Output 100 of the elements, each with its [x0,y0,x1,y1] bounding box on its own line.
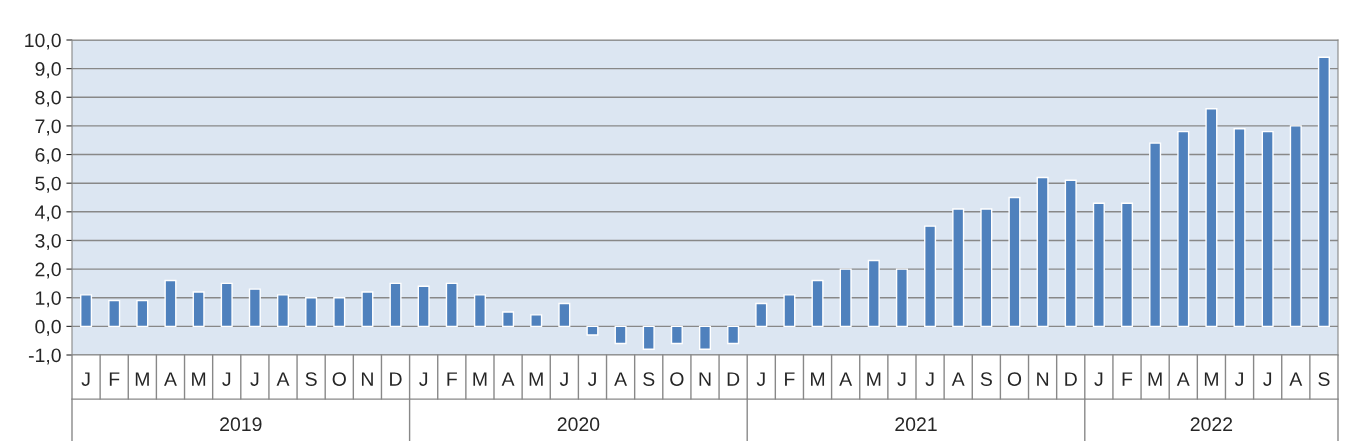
bar [867,259,880,328]
y-tick-label: 4,0 [35,205,61,222]
y-tick-label: 5,0 [35,176,61,193]
y-tick-label: 9,0 [35,62,61,79]
x-tick-label: O [1007,372,1022,386]
x-tick-label: M [192,372,206,386]
x-tick-label: F [109,372,120,386]
x-tick-label: M [1148,372,1162,386]
bar [80,294,93,328]
bar [445,282,458,328]
x-tick-label: A [276,372,290,386]
bar [305,297,318,328]
x-tick-label: M [529,372,543,386]
bar [1149,142,1162,328]
bar [1233,128,1246,328]
y-tick-label: 10,0 [25,33,61,50]
x-tick-label: A [501,372,515,386]
bar [586,325,599,336]
y-tick-label: 2,0 [35,262,61,279]
x-tick-label: S [1318,372,1330,386]
bar [530,314,543,328]
text: 2021 [895,417,937,432]
bar [1064,179,1077,328]
x-tick-label: J [559,372,568,386]
x-tick-label: J [1263,372,1272,386]
y-tick-label: 6,0 [35,148,61,165]
bar [1008,196,1021,328]
x-tick-label: A [614,372,628,386]
x-tick-label: O [332,372,346,386]
text: 2022 [1190,417,1233,432]
x-tick-label: J [897,372,906,386]
x-tick-label: N [699,372,711,386]
x-tick-label: J [419,372,428,386]
bar [417,285,430,328]
x-tick-label: S [643,372,655,386]
x-tick-label: N [361,372,373,386]
x-tick-label: A [1176,372,1190,386]
x-tick-label: M [1204,372,1218,386]
bar [670,325,683,345]
bar [839,268,852,328]
bar [108,299,121,328]
bar [1317,56,1330,328]
x-tick-label: J [756,372,765,386]
x-tick-label: O [670,372,684,386]
x-tick-label: M [135,372,149,386]
bar [333,297,346,328]
y-tick-label: -1,0 [28,348,61,365]
x-tick-label: M [811,372,825,386]
text: 2019 [220,417,262,432]
x-tick-label: D [727,372,740,386]
x-tick-label: M [867,372,881,386]
x-tick-label: J [587,372,596,386]
x-tick-label: J [1234,372,1243,386]
x-tick-label: F [785,372,795,386]
x-tick-label: A [951,372,965,386]
bar [1177,130,1190,328]
bar [727,325,740,345]
bar [389,282,402,328]
bar [276,294,290,328]
bar [220,282,233,328]
bar [755,302,768,328]
bar [1120,202,1134,328]
bar [952,208,965,328]
x-tick-label: J [925,372,934,386]
bar [642,325,655,350]
x-tick-label: M [473,372,487,386]
x-tick-label: A [839,372,853,386]
bar [164,279,177,328]
bar [614,325,627,345]
x-tick-label: F [1122,372,1133,386]
x-tick-label: A [164,372,177,386]
bar [361,291,374,328]
bar [895,268,908,328]
text: 2020 [557,417,600,432]
x-tick-label: D [390,372,402,386]
bar [1092,202,1105,328]
x-tick-label: J [222,372,231,386]
bar [1289,125,1302,328]
bar [502,311,515,328]
x-tick-label: A [1289,372,1303,386]
y-tick-label: 1,0 [36,291,61,308]
x-tick-label: J [1094,372,1103,386]
x-tick-label: F [447,372,457,386]
bar [783,294,796,328]
bar [248,288,261,328]
bar [1261,130,1274,328]
bar [980,208,993,328]
bar [698,325,712,350]
x-tick-label: S [980,372,992,386]
y-tick-label: 8,0 [35,90,61,107]
bar [1205,108,1218,328]
y-tick-label: 3,0 [35,233,61,250]
bar [811,279,824,328]
bar [192,291,205,328]
x-tick-label: N [1037,372,1049,386]
y-tick-label: 0,0 [35,319,61,336]
bar [924,225,937,328]
x-tick-label: J [81,372,90,386]
x-tick-label: D [1065,372,1077,386]
y-tick-label: 7,0 [35,119,61,136]
